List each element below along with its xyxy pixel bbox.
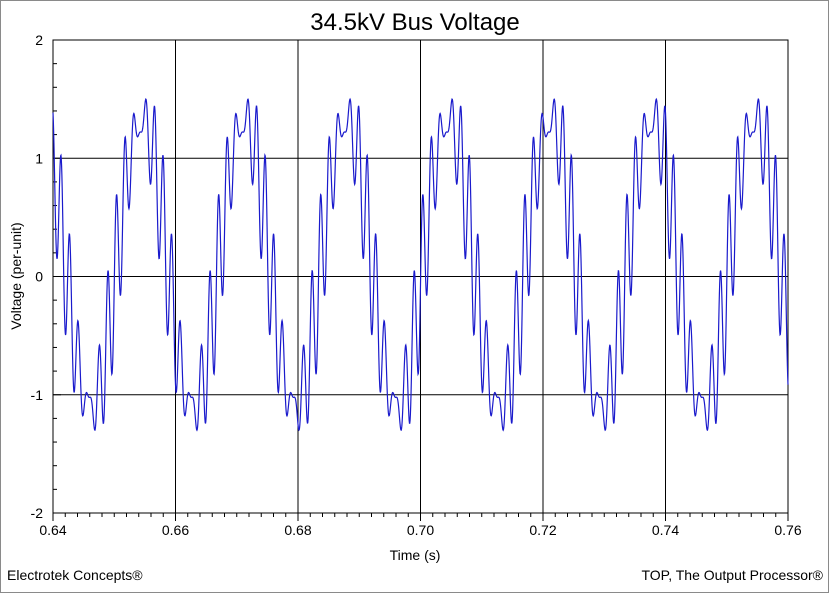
axis-ticks: 0.64 0.66 0.68 0.70 0.72 0.74 0.76 2 1 0 -1 -2 [31,32,802,538]
x-tick-label: 0.68 [284,522,311,538]
y-tick-label: -1 [31,387,44,403]
footer-right-credit: TOP, The Output Processor® [641,567,823,583]
x-tick-label: 0.74 [652,522,679,538]
x-tick-label: 0.70 [407,522,434,538]
chart-title: 34.5kV Bus Voltage [310,9,519,36]
series-layer [52,97,789,432]
x-tick-label: 0.76 [774,522,801,538]
y-tick-label: -2 [31,505,44,521]
x-tick-label: 0.66 [162,522,189,538]
x-tick-label: 0.64 [39,522,66,538]
y-tick-label: 2 [35,32,43,48]
y-tick-label: 0 [35,269,43,285]
footer-left-credit: Electrotek Concepts® [7,567,143,583]
x-axis-label: Time (s) [390,547,441,563]
x-tick-label: 0.72 [529,522,556,538]
series-line [52,97,789,432]
y-tick-label: 1 [35,150,43,166]
y-axis-label: Voltage (per-unit) [8,222,24,329]
